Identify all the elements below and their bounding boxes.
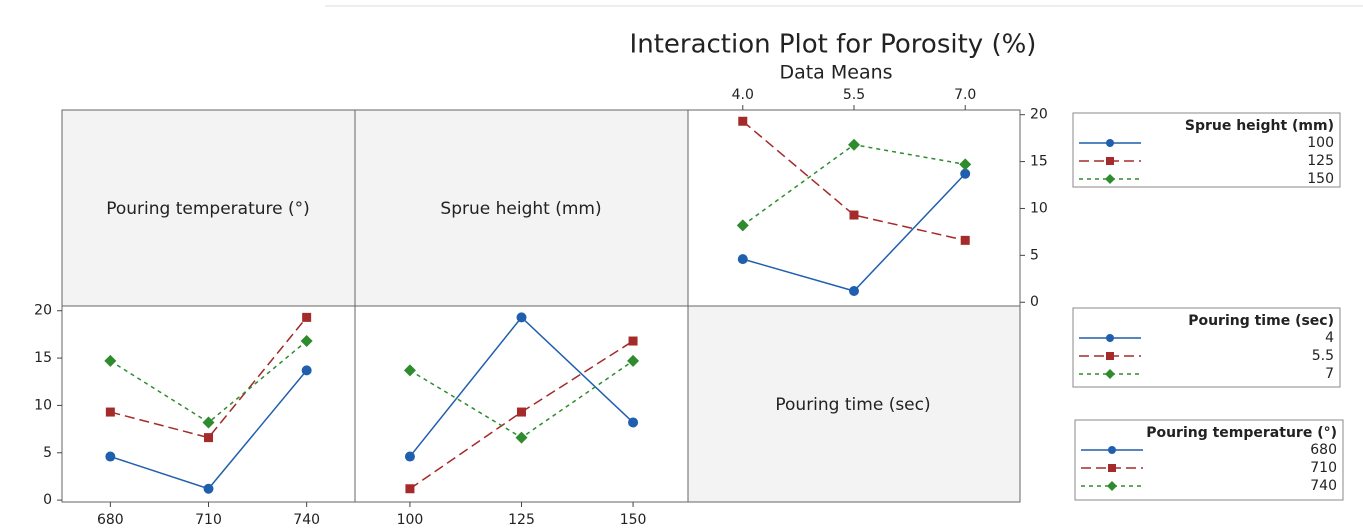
data-point	[515, 431, 528, 444]
diagonal-panel	[354, 109, 689, 307]
data-point	[960, 235, 970, 245]
legend-label: 740	[1310, 478, 1337, 494]
data-point	[960, 168, 971, 179]
legend-marker	[1107, 481, 1117, 491]
plot-panel	[354, 305, 689, 503]
x-tick-label: 100	[397, 512, 424, 528]
data-point	[628, 417, 639, 428]
legend-marker	[1106, 157, 1114, 165]
data-point	[627, 354, 640, 367]
legend-label: 5.5	[1312, 348, 1334, 364]
x-tick-label: 7.0	[954, 87, 976, 103]
y-tick-label: 5	[1030, 247, 1039, 263]
data-point	[736, 219, 749, 232]
legend-box	[1072, 112, 1341, 188]
data-point	[404, 451, 415, 462]
legend-box	[1074, 419, 1344, 501]
data-point	[105, 451, 116, 462]
y-tick-label: 20	[34, 303, 52, 319]
data-point	[517, 407, 526, 417]
legend-label: 710	[1310, 460, 1337, 476]
legend-marker	[1105, 174, 1115, 184]
series-line	[110, 316, 308, 439]
y-tick-label: 20	[1030, 107, 1048, 123]
diagonal-label: Pouring time (sec)	[775, 395, 930, 415]
data-point	[959, 158, 972, 171]
legend-label: 100	[1307, 135, 1334, 151]
data-point	[105, 407, 115, 417]
data-point	[849, 285, 859, 296]
legend-marker	[1105, 369, 1115, 379]
data-point	[403, 364, 416, 377]
x-tick-label: 680	[97, 512, 124, 528]
legend-marker	[1108, 464, 1116, 472]
legend-box	[1072, 307, 1341, 388]
data-point	[405, 484, 415, 494]
legend-marker	[1106, 352, 1114, 360]
diagonal-label: Pouring temperature (°)	[106, 199, 310, 219]
plot-panel	[61, 305, 356, 503]
diagonal-label: Sprue height (mm)	[440, 199, 601, 219]
series-line	[742, 120, 966, 242]
data-point	[104, 354, 117, 367]
data-point	[738, 116, 748, 126]
x-tick-label: 740	[293, 512, 320, 528]
legend-marker	[1106, 139, 1114, 147]
data-point	[848, 138, 860, 151]
legend-title: Sprue height (mm)	[1185, 118, 1334, 134]
x-tick-label: 125	[508, 512, 535, 528]
x-tick-label: 150	[620, 512, 647, 528]
x-tick-label: 5.5	[843, 87, 865, 103]
chart-title: Interaction Plot for Porosity (%)	[630, 30, 1037, 60]
legend-marker	[1108, 446, 1116, 454]
legend-label: 150	[1307, 171, 1334, 187]
legend-marker	[1106, 334, 1114, 342]
data-point	[849, 210, 859, 220]
x-tick-label: 4.0	[732, 87, 754, 103]
data-point	[302, 312, 312, 322]
data-point	[300, 335, 313, 348]
y-tick-label: 10	[1030, 200, 1048, 216]
data-point	[301, 365, 312, 376]
legend-title: Pouring time (sec)	[1188, 313, 1334, 329]
legend-label: 7	[1325, 366, 1334, 382]
legend-label: 680	[1310, 442, 1337, 458]
data-point	[202, 416, 215, 429]
chart-subtitle: Data Means	[779, 62, 892, 84]
legend-label: 125	[1307, 153, 1334, 169]
x-tick-label: 710	[195, 512, 222, 528]
y-tick-label: 15	[1030, 154, 1048, 170]
data-point	[203, 483, 214, 494]
data-point	[204, 433, 213, 443]
y-tick-label: 10	[34, 397, 52, 413]
data-point	[737, 254, 748, 265]
legend-title: Pouring temperature (°)	[1146, 425, 1337, 441]
y-tick-label: 0	[43, 492, 52, 508]
data-point	[628, 336, 638, 346]
legend-label: 4	[1325, 330, 1334, 346]
y-tick-label: 5	[43, 445, 52, 461]
y-tick-label: 0	[1030, 294, 1039, 310]
data-point	[516, 312, 527, 323]
y-tick-label: 15	[34, 350, 52, 366]
diagonal-panel	[687, 305, 1021, 503]
